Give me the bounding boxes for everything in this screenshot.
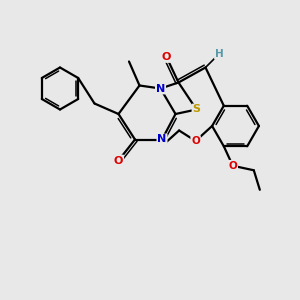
Text: O: O xyxy=(228,161,237,171)
Text: H: H xyxy=(214,49,224,59)
Text: O: O xyxy=(114,155,123,166)
Text: O: O xyxy=(191,136,200,146)
Text: O: O xyxy=(162,52,171,62)
Text: N: N xyxy=(156,83,165,94)
Text: N: N xyxy=(158,134,166,145)
Text: S: S xyxy=(193,104,200,115)
